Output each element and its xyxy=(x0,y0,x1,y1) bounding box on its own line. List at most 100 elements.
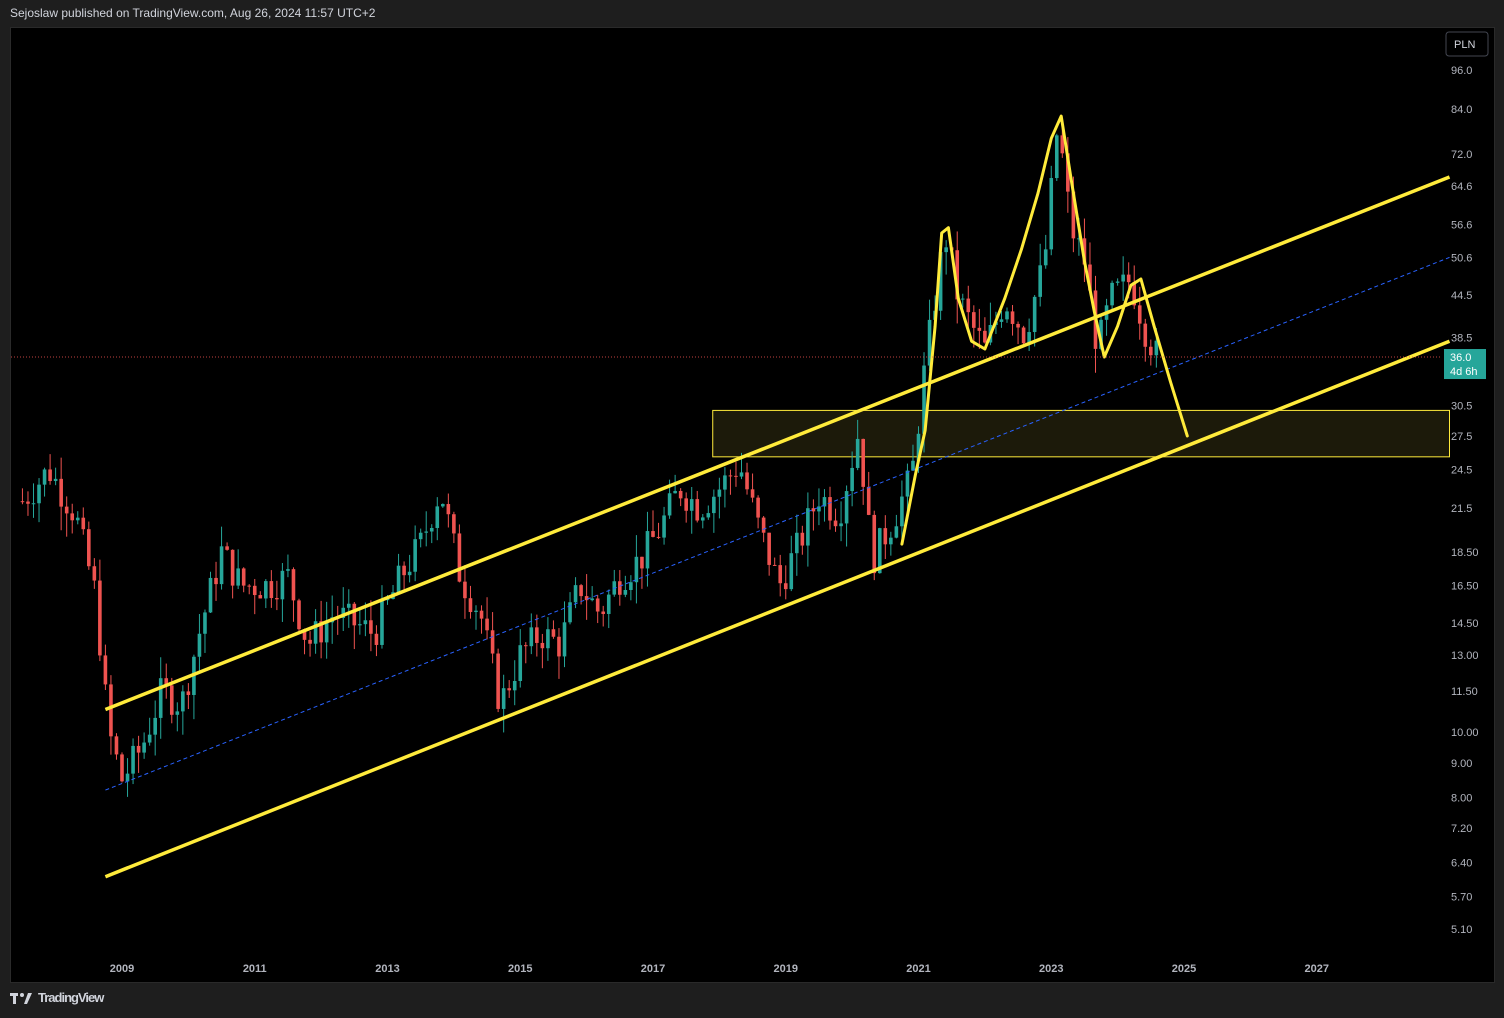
candle xyxy=(966,285,971,332)
candle xyxy=(927,299,932,371)
candle xyxy=(302,628,307,655)
candle xyxy=(109,675,113,755)
candle xyxy=(568,592,572,625)
price-tick-label: 84.0 xyxy=(1451,104,1472,116)
candle xyxy=(341,587,346,631)
candle xyxy=(1082,218,1087,283)
candle xyxy=(844,485,849,547)
candle xyxy=(26,491,30,516)
candle xyxy=(346,589,351,628)
candle xyxy=(468,585,473,619)
time-axis: 2009 2011 2013 2015 2017 2019 2021 2023 2025 2027 xyxy=(110,963,1329,975)
currency-label: PLN xyxy=(1454,39,1475,51)
candle xyxy=(662,506,666,545)
candle xyxy=(203,609,207,653)
candle xyxy=(208,571,213,614)
price-tick-label: 50.6 xyxy=(1451,252,1472,264)
candle xyxy=(1010,305,1015,336)
candle xyxy=(546,617,550,661)
price-tick-label: 11.50 xyxy=(1451,686,1478,698)
price-tick-label: 24.5 xyxy=(1451,465,1472,477)
candle xyxy=(557,628,561,679)
candle xyxy=(723,467,727,508)
candle xyxy=(59,457,63,531)
price-tick-label: 44.5 xyxy=(1451,290,1472,302)
price-tick-label: 96.0 xyxy=(1451,65,1472,77)
currency-badge: PLN xyxy=(1445,31,1489,57)
candle xyxy=(308,631,312,657)
candle xyxy=(1054,133,1059,181)
candle xyxy=(324,601,329,659)
candle xyxy=(529,613,534,655)
candle xyxy=(828,486,832,530)
candle xyxy=(247,584,252,595)
candle xyxy=(1049,165,1054,256)
candle xyxy=(512,660,517,706)
candle xyxy=(795,514,799,576)
price-tick-label: 64.6 xyxy=(1451,181,1472,193)
candle xyxy=(407,554,412,583)
candle xyxy=(120,752,124,783)
candle xyxy=(562,601,567,668)
candle xyxy=(1043,234,1048,269)
candle xyxy=(1143,318,1148,362)
candle xyxy=(855,419,860,471)
candle xyxy=(601,605,606,627)
time-axis-panel[interactable] xyxy=(10,955,1495,983)
candle xyxy=(214,561,218,601)
candle xyxy=(369,600,373,652)
candle xyxy=(584,574,589,620)
candle xyxy=(186,683,191,710)
candle xyxy=(612,569,617,597)
candle xyxy=(286,554,290,578)
candle xyxy=(335,605,340,635)
price-tick-label: 7.20 xyxy=(1451,823,1472,835)
candle xyxy=(640,556,644,589)
candle xyxy=(523,642,528,664)
candle xyxy=(1027,318,1031,351)
candle xyxy=(92,558,97,589)
candle xyxy=(756,495,760,529)
candle xyxy=(695,490,700,523)
candle xyxy=(75,511,80,525)
channel-upper-line xyxy=(104,175,1451,712)
candle xyxy=(380,585,384,649)
time-tick-label: 2021 xyxy=(906,963,930,975)
candle xyxy=(977,308,982,349)
candle xyxy=(684,492,688,523)
candle xyxy=(535,614,539,657)
price-tick-label: 38.5 xyxy=(1451,332,1472,344)
candle xyxy=(507,680,511,698)
candle xyxy=(606,589,611,629)
candle xyxy=(944,240,948,275)
candle xyxy=(1104,298,1109,336)
price-tick-label: 10.00 xyxy=(1451,727,1479,739)
candle xyxy=(319,600,323,659)
candle xyxy=(778,554,783,597)
price-tick-label: 9.00 xyxy=(1451,758,1472,770)
candle xyxy=(1110,280,1114,311)
price-axis: 96.0 84.0 72.0 64.6 56.6 50.6 44.5 38.5 30.5 27.5… xyxy=(1445,31,1489,936)
candle xyxy=(396,553,401,594)
candle xyxy=(629,575,633,601)
candle xyxy=(446,493,451,528)
candle xyxy=(20,488,25,505)
time-tick-label: 2011 xyxy=(243,963,267,975)
pattern-curve xyxy=(900,114,1189,546)
candle xyxy=(48,454,52,485)
candle xyxy=(457,524,462,583)
candle xyxy=(911,444,915,471)
price-tick-label: 6.40 xyxy=(1451,858,1472,870)
candle xyxy=(689,486,694,534)
candle xyxy=(1016,321,1020,345)
zone-rect xyxy=(712,409,1450,458)
candle xyxy=(972,305,976,348)
candle xyxy=(501,674,506,733)
candle xyxy=(745,462,749,495)
candle xyxy=(595,594,600,624)
candle xyxy=(125,758,130,797)
candle xyxy=(889,531,893,556)
candle xyxy=(275,580,279,611)
candle xyxy=(706,505,711,520)
